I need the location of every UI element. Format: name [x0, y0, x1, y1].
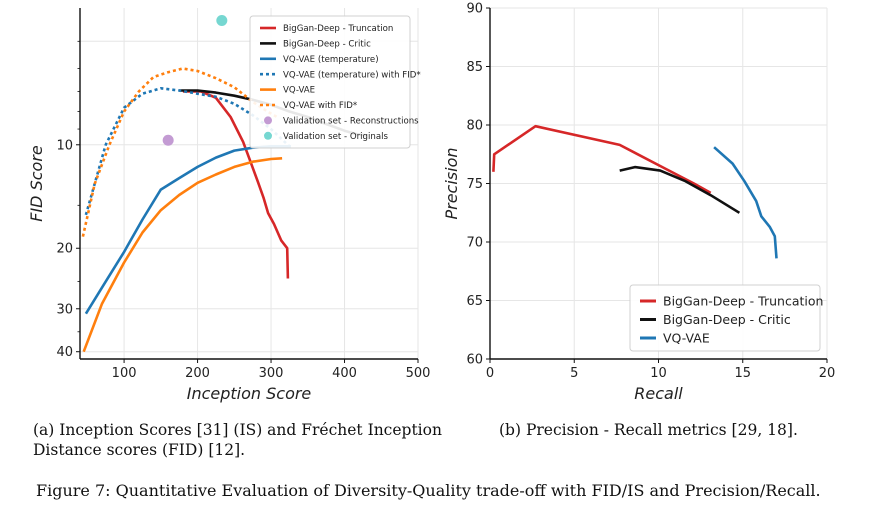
legend-label-vq-vae: VQ-VAE [283, 86, 315, 96]
x-tick-label: 15 [734, 366, 751, 381]
legend-label-vq-vae-temperature: VQ-VAE (temperature) [283, 55, 379, 65]
y-tick-label: 80 [466, 119, 483, 134]
y-tick-label: 70 [466, 236, 483, 251]
x-tick-label: 300 [259, 366, 284, 381]
y-tick-label: 85 [466, 60, 483, 75]
x-axis-label: Recall [634, 384, 683, 403]
legend-marker-validation-set-originals [264, 131, 272, 140]
x-tick-label: 10 [650, 366, 667, 381]
legend-label-biggan-deep-truncation: BigGan-Deep - Truncation [663, 294, 823, 309]
caption-b: (b) Precision - Recall metrics [29, 18]. [499, 421, 798, 439]
legend-marker-validation-set-reconstructions [264, 116, 272, 125]
legend-label-validation-set-reconstructions: Validation set - Reconstructions [283, 116, 419, 126]
x-tick-label: 100 [112, 366, 137, 381]
y-tick-label: 90 [466, 2, 483, 17]
legend-label-vq-vae-with-fid: VQ-VAE with FID* [283, 101, 358, 111]
y-tick-label: 30 [56, 302, 73, 317]
y-tick-label: 75 [466, 177, 483, 192]
y-axis-label: FID Score [27, 145, 46, 222]
legend-label-vq-vae-temperature-with-fid: VQ-VAE (temperature) with FID* [283, 70, 421, 80]
caption-a: (a) Inception Scores [31] (IS) and Fréch… [33, 421, 442, 459]
x-tick-label: 400 [332, 366, 357, 381]
x-tick-label: 20 [819, 366, 836, 381]
y-axis-label: Precision [442, 147, 461, 219]
legend-frame [629, 284, 821, 352]
series-line-vq-vae [713, 146, 778, 259]
legend-frame [249, 15, 411, 149]
figure-caption: Figure 7: Quantitative Evaluation of Div… [36, 481, 821, 500]
legend: BigGan-Deep - Truncation BigGan-Deep - Cr… [249, 15, 421, 149]
x-axis-label: Inception Score [187, 384, 312, 403]
chart-fid-is: 100 200 300 400 500 10 20 30 40 Inception Score FI… [27, 8, 430, 403]
legend-label-vq-vae: VQ-VAE [663, 331, 710, 346]
series-group [492, 124, 778, 259]
legend-label-validation-set-originals: Validation set - Originals [283, 132, 388, 142]
legend-label-biggan-deep-critic: BigGan-Deep - Critic [283, 39, 371, 49]
point-validation-set-originals [216, 15, 228, 27]
x-tick-label: 5 [570, 366, 578, 381]
x-tick-label: 0 [486, 366, 494, 381]
series-line-biggan-deep-critic [619, 165, 741, 214]
legend-label-biggan-deep-truncation: BigGan-Deep - Truncation [283, 24, 393, 34]
point-validation-set-reconstructions [162, 134, 174, 146]
y-tick-label: 65 [466, 294, 483, 309]
y-tick-label: 20 [56, 242, 73, 257]
series-line-vq-vae [82, 157, 283, 353]
y-tick-label: 40 [56, 345, 73, 360]
chart-precision-recall: 0 5 10 15 20 60 65 70 75 80 85 90 Recall Precision Big… [442, 2, 835, 404]
legend: BigGan-Deep - Truncation BigGan-Deep - Cr… [629, 284, 823, 352]
y-tick-label: 10 [56, 138, 73, 153]
series-line-biggan-deep-truncation [492, 124, 712, 195]
x-tick-label: 200 [185, 366, 210, 381]
legend-label-biggan-deep-critic: BigGan-Deep - Critic [663, 312, 791, 327]
x-tick-label: 500 [406, 366, 431, 381]
y-tick-label: 60 [466, 353, 483, 368]
